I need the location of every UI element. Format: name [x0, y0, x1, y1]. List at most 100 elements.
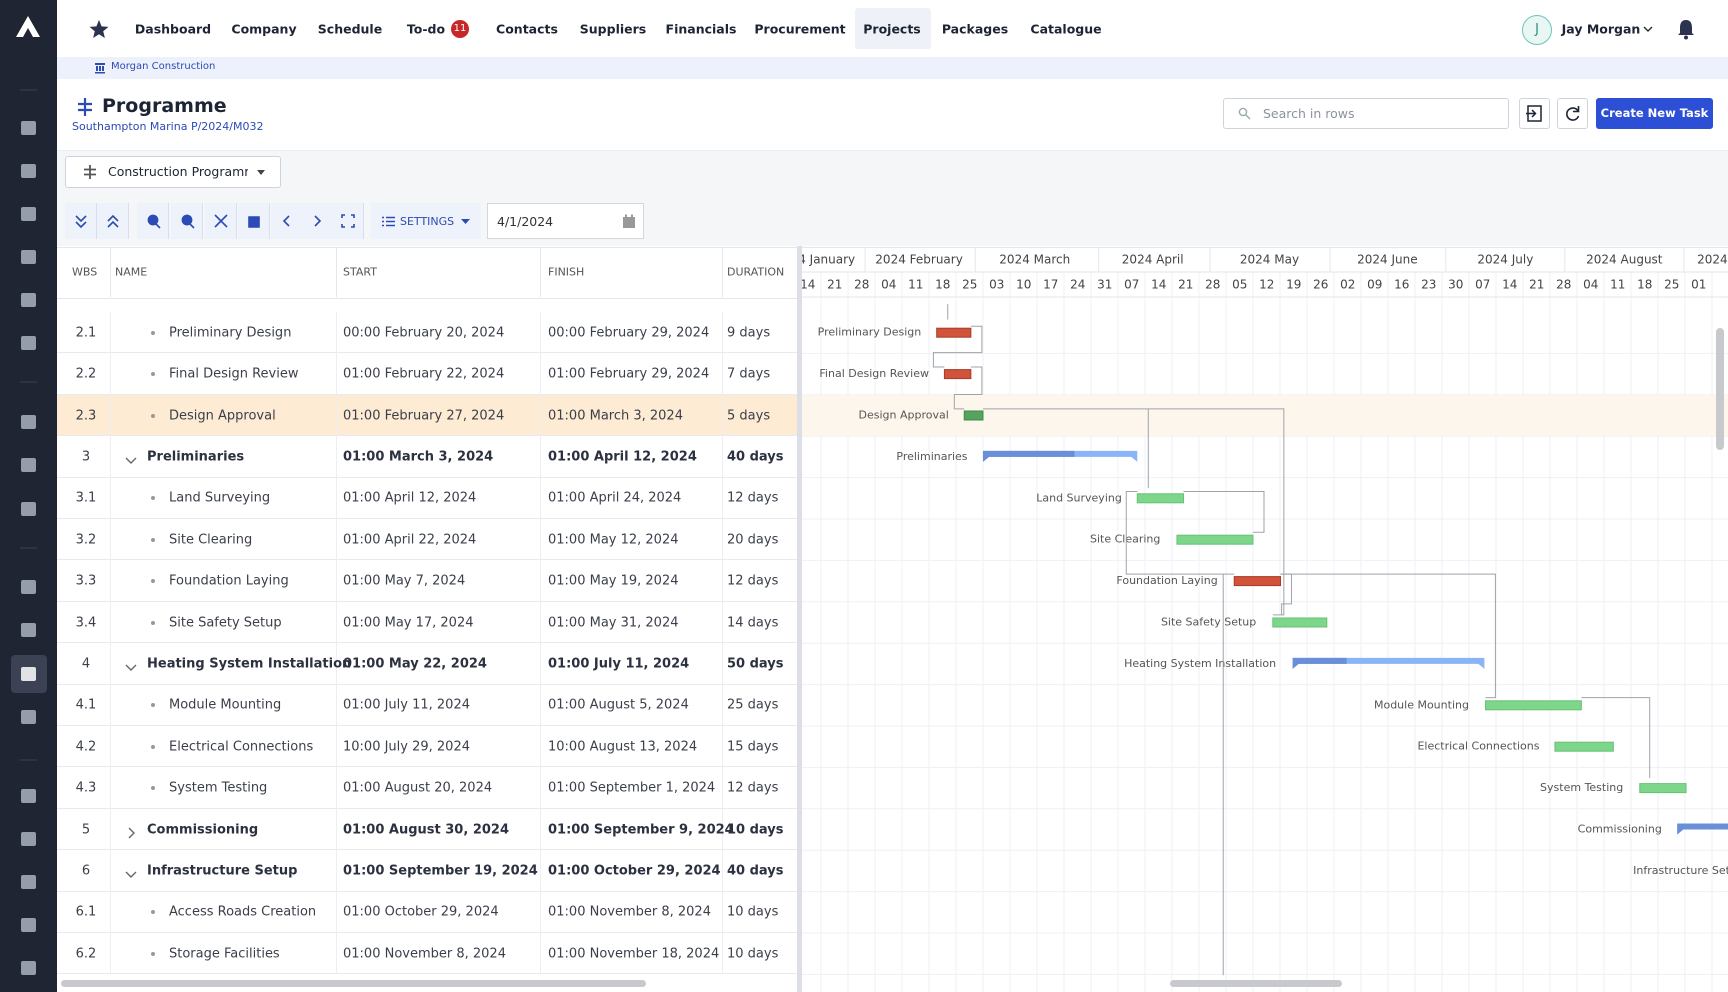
nav-item[interactable]: Suppliers: [579, 21, 647, 37]
start: 01:00 May 7, 2024: [343, 573, 466, 589]
table-row[interactable]: [57, 850, 797, 892]
day-label: 21: [1529, 278, 1544, 292]
nav-item[interactable]: Contacts: [496, 21, 558, 37]
bullet: [151, 330, 155, 335]
favourite-star[interactable]: [88, 18, 110, 40]
nav-item[interactable]: Projects: [863, 21, 921, 37]
toolbar-button[interactable]: [271, 203, 303, 239]
notifications[interactable]: [1676, 18, 1696, 40]
bullet: [151, 786, 155, 791]
toolbar-button[interactable]: [65, 203, 97, 239]
date-input[interactable]: 4/1/2024: [487, 203, 644, 239]
table-row[interactable]: [57, 601, 797, 644]
table-row[interactable]: [57, 726, 797, 768]
breadcrumb[interactable]: Morgan Construction: [111, 61, 216, 72]
create-task-button[interactable]: Create New Task: [1596, 98, 1713, 129]
gantt-scrollbar[interactable]: [1170, 980, 1342, 987]
refresh-button[interactable]: [1557, 98, 1588, 129]
breadcrumb-bar: [57, 57, 1728, 79]
page-subtitle[interactable]: Southampton Marina P/2024/M032: [72, 120, 264, 133]
start: 10:00 July 29, 2024: [343, 739, 470, 755]
export-button[interactable]: [1519, 98, 1550, 129]
nav-item[interactable]: Catalogue: [1030, 21, 1102, 37]
cell-divider: [540, 601, 541, 644]
duration: 12 days: [727, 780, 779, 796]
table-row[interactable]: [57, 519, 797, 561]
nav-item[interactable]: To-do: [406, 21, 446, 37]
finish: 01:00 October 29, 2024: [548, 863, 721, 879]
start: 01:00 May 17, 2024: [343, 615, 474, 630]
toolbar-button[interactable]: [332, 203, 364, 239]
nav-item[interactable]: Company: [231, 21, 297, 37]
start: 01:00 May 22, 2024: [343, 656, 487, 672]
cell-divider: [110, 933, 111, 975]
gantt-label: Preliminary Design: [818, 326, 922, 339]
task-name: Heating System Installation: [147, 656, 352, 672]
month-label: 2024 September: [1697, 253, 1728, 267]
month-label: 2024 May: [1240, 253, 1299, 267]
cell-divider: [722, 436, 723, 478]
month-label: 2024 August: [1586, 253, 1663, 267]
expander[interactable]: [125, 824, 137, 838]
toolbar-icon: [214, 214, 228, 228]
task-bar: [963, 410, 984, 421]
finish: 10:00 August 13, 2024: [548, 739, 698, 755]
icon: [155, 223, 161, 229]
finish: 01:00 March 3, 2024: [548, 408, 683, 423]
toolbar-button[interactable]: [137, 203, 169, 239]
toolbar-button[interactable]: [301, 203, 333, 239]
table-row[interactable]: [57, 643, 797, 685]
cell-divider: [540, 808, 541, 851]
column-header: NAME: [115, 265, 148, 279]
day-label: 05: [1232, 278, 1247, 292]
expander[interactable]: [125, 865, 137, 878]
table-row[interactable]: [57, 312, 797, 354]
task-bar: [1272, 617, 1328, 628]
icon: [341, 214, 355, 228]
column-divider: [540, 247, 541, 297]
expander[interactable]: [125, 658, 137, 671]
table-row[interactable]: [57, 477, 797, 519]
table-row[interactable]: [57, 684, 797, 726]
table-scrollbar[interactable]: [61, 980, 646, 987]
nav-item[interactable]: Procurement: [754, 21, 846, 37]
day-label: 21: [1178, 278, 1193, 292]
table-row[interactable]: [57, 436, 797, 478]
cell-divider: [336, 726, 337, 768]
duration: 20 days: [727, 532, 779, 548]
user-name[interactable]: Jay Morgan: [1561, 21, 1641, 37]
cell-divider: [336, 312, 337, 354]
vertical-scrollbar[interactable]: [1716, 328, 1724, 450]
table-row[interactable]: [57, 767, 797, 809]
sidebar-icon: [21, 667, 36, 681]
nav-item[interactable]: Financials: [665, 21, 737, 37]
nav-item[interactable]: Packages: [941, 21, 1009, 37]
bullet: [151, 579, 155, 584]
avatar[interactable]: J: [1522, 15, 1552, 45]
toolbar-button[interactable]: [97, 203, 129, 239]
programme-icon: [78, 98, 92, 116]
table-row[interactable]: [57, 353, 797, 395]
search-box[interactable]: [1223, 98, 1509, 129]
wbs: 4.3: [75, 780, 97, 796]
nav-item[interactable]: Dashboard: [134, 21, 212, 37]
cell-divider: [110, 560, 111, 602]
nav-item[interactable]: Schedule: [317, 21, 383, 37]
expander[interactable]: [125, 451, 137, 464]
table-row[interactable]: [57, 891, 797, 933]
toolbar-button[interactable]: [205, 203, 237, 239]
table-row[interactable]: [57, 560, 797, 602]
cell-divider: [540, 767, 541, 809]
toolbar-button[interactable]: [238, 203, 270, 239]
settings-button[interactable]: SETTINGS: [371, 203, 481, 239]
logo: [16, 16, 40, 37]
programme-select[interactable]: Construction Programme: [65, 156, 281, 188]
table-row[interactable]: [57, 394, 797, 437]
sidebar-icon: [21, 164, 36, 178]
duration: 14 days: [727, 615, 779, 630]
splitter[interactable]: [797, 246, 802, 992]
task-name: Design Approval: [169, 408, 276, 423]
toolbar-button[interactable]: [171, 203, 203, 239]
table-row[interactable]: [57, 808, 797, 851]
table-row[interactable]: [57, 933, 797, 975]
